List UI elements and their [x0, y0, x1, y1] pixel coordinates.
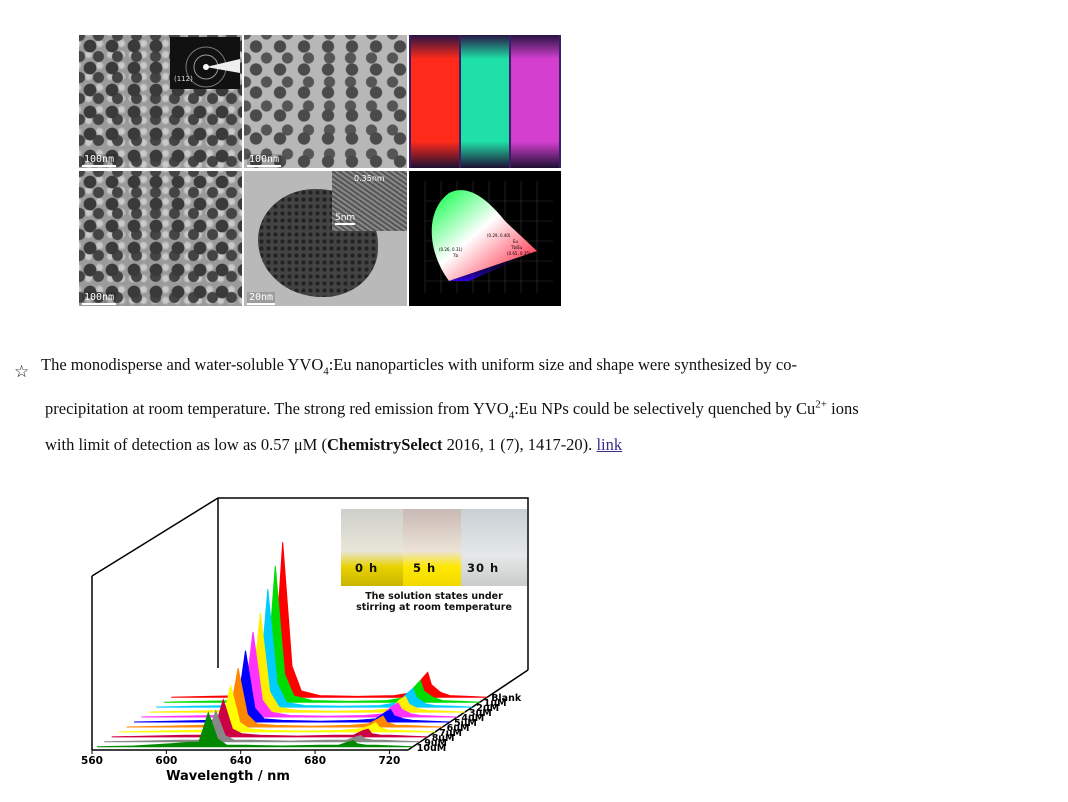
- cie-horseshoe: [431, 190, 537, 281]
- magenta-emission-vial: [511, 35, 559, 168]
- line2-subscript: 4: [508, 409, 515, 422]
- series-label-6um: 6uM: [447, 723, 470, 734]
- line1-text-b: :Eu nanoparticles with uniform size and …: [328, 355, 798, 374]
- inset-label-0h: 0 h: [355, 561, 379, 575]
- x-tick-label-680: 680: [304, 755, 326, 767]
- inset-caption-line-2: stirring at room temperature: [356, 602, 512, 613]
- inset-label-5h: 5 h: [413, 561, 437, 575]
- tem-panel-c: 100nm: [79, 171, 242, 306]
- single-particle-image: [258, 189, 378, 297]
- vial-photo-30h: [461, 509, 527, 586]
- frame-depth-bottom: [407, 669, 529, 751]
- series-label-9um: 9uM: [424, 738, 447, 749]
- tem-composite-figure: (112) 100nm 100nm 100nm 0.35nm 5nm 20nm: [79, 35, 561, 306]
- line2-text-b: :Eu NPs could be selectively quenched by…: [514, 399, 816, 418]
- line3-text-a: with limit of detection as low as 0.57 μ…: [45, 435, 327, 454]
- paragraph-line-3: with limit of detection as low as 0.57 μ…: [45, 425, 622, 465]
- hrtem-scalebar: 5nm: [335, 213, 356, 225]
- series-label-7um: 7uM: [439, 728, 462, 739]
- line1-text-a: The monodisperse and water-soluble YVO: [41, 355, 324, 374]
- cie-point-2: (0.26, 0.31): [439, 247, 463, 252]
- spectrum-9um: [104, 709, 421, 743]
- luminescence-vials-panel: [409, 35, 561, 168]
- series-label-2um: 2uM: [476, 703, 499, 714]
- red-emission-vial: [411, 35, 459, 168]
- cie-legend-3: Tb/Eu: [510, 245, 523, 250]
- scalebar-b: 100nm: [247, 154, 282, 167]
- series-label-5um: 5uM: [454, 718, 477, 729]
- cie-chromaticity-diagram: (0.29, 0.40) (0.26, 0.31) (0.65, 0.35) T…: [424, 181, 553, 293]
- line2-text-c: ions: [827, 399, 859, 418]
- inset-caption-line-1: The solution states under: [365, 591, 503, 602]
- cie-point-3: (0.65, 0.35): [507, 251, 531, 256]
- cie-point-1: (0.29, 0.40): [487, 233, 511, 238]
- frame-back-top: [91, 497, 529, 670]
- tem-panel-a: (112) 100nm: [79, 35, 242, 168]
- plot-frame: [91, 497, 529, 751]
- saed-inset: (112): [170, 37, 240, 89]
- x-tick-label-560: 560: [81, 755, 103, 767]
- lattice-spacing-label: 0.35nm: [354, 174, 385, 183]
- line3-text-b: 2016, 1 (7), 1417-20).: [442, 435, 597, 454]
- paragraph-line-1: The monodisperse and water-soluble YVO4:…: [41, 345, 797, 385]
- scalebar-d: 20nm: [247, 292, 276, 305]
- line1-subscript: 4: [323, 365, 329, 378]
- paper-link[interactable]: link: [596, 435, 623, 454]
- x-axis-label: Wavelength / nm: [166, 769, 290, 784]
- spectrum-10um: [96, 711, 413, 748]
- x-tick-label-600: 600: [155, 755, 177, 767]
- hrtem-inset: 0.35nm 5nm: [332, 171, 407, 231]
- star-outline-icon: ☆: [14, 362, 30, 382]
- journal-name: ChemistrySelect: [326, 435, 443, 454]
- scalebar-c: 100nm: [82, 292, 117, 305]
- inset-label-30h: 30 h: [467, 561, 500, 575]
- x-tick-label-720: 720: [378, 755, 400, 767]
- vial-photo-5h: [403, 509, 461, 586]
- cie-diagram-panel: (0.29, 0.40) (0.26, 0.31) (0.65, 0.35) T…: [409, 171, 561, 306]
- emission-spectra-figure: Blank 1uM 2uM 3uM 4uM 5uM 6uM 7uM 8uM 9uM 10uM 560…: [78, 488, 570, 784]
- scalebar-a: 100nm: [82, 154, 117, 167]
- green-emission-vial: [461, 35, 509, 168]
- series-label-4um: 4uM: [461, 713, 484, 724]
- vials-time-inset: 0 h 5 h 30 h The solution states under s…: [341, 509, 527, 615]
- vial-photo-0h: [341, 509, 403, 586]
- series-label-10um: 10uM: [417, 743, 446, 754]
- cie-legend-1: Tb: [452, 253, 458, 258]
- x-ticks-group: 560 600 640 680 720: [81, 750, 400, 767]
- tem-panel-b: 100nm: [244, 35, 407, 168]
- series-label-3um: 3uM: [469, 708, 492, 719]
- series-label-1um: 1uM: [484, 698, 507, 709]
- paragraph-line-2: precipitation at room temperature. The s…: [45, 389, 859, 429]
- saed-pattern: [185, 46, 240, 88]
- hrtem-panel: 0.35nm 5nm 20nm: [244, 171, 407, 306]
- cie-legend-2: Eu: [513, 239, 519, 244]
- spectra-series-group: [96, 542, 488, 748]
- saed-label: (112): [174, 75, 193, 83]
- copper-charge-superscript: 2+: [815, 398, 827, 411]
- series-label-blank: Blank: [491, 693, 522, 704]
- series-label-8um: 8uM: [432, 733, 455, 744]
- line2-text-a: precipitation at room temperature. The s…: [45, 399, 509, 418]
- x-tick-label-640: 640: [230, 755, 252, 767]
